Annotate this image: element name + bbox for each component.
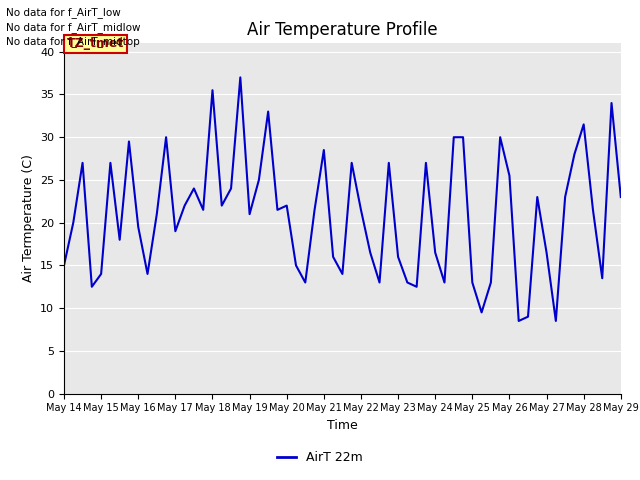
Legend: AirT 22m: AirT 22m bbox=[272, 446, 368, 469]
Title: Air Temperature Profile: Air Temperature Profile bbox=[247, 21, 438, 39]
Text: TZ_tmet: TZ_tmet bbox=[67, 37, 124, 50]
Y-axis label: Air Termperature (C): Air Termperature (C) bbox=[22, 155, 35, 282]
Text: No data for f_AirT_low: No data for f_AirT_low bbox=[6, 7, 121, 18]
X-axis label: Time: Time bbox=[327, 419, 358, 432]
Text: No data for f_AirT_midlow: No data for f_AirT_midlow bbox=[6, 22, 141, 33]
Text: No data for f_AirT_midtop: No data for f_AirT_midtop bbox=[6, 36, 140, 47]
